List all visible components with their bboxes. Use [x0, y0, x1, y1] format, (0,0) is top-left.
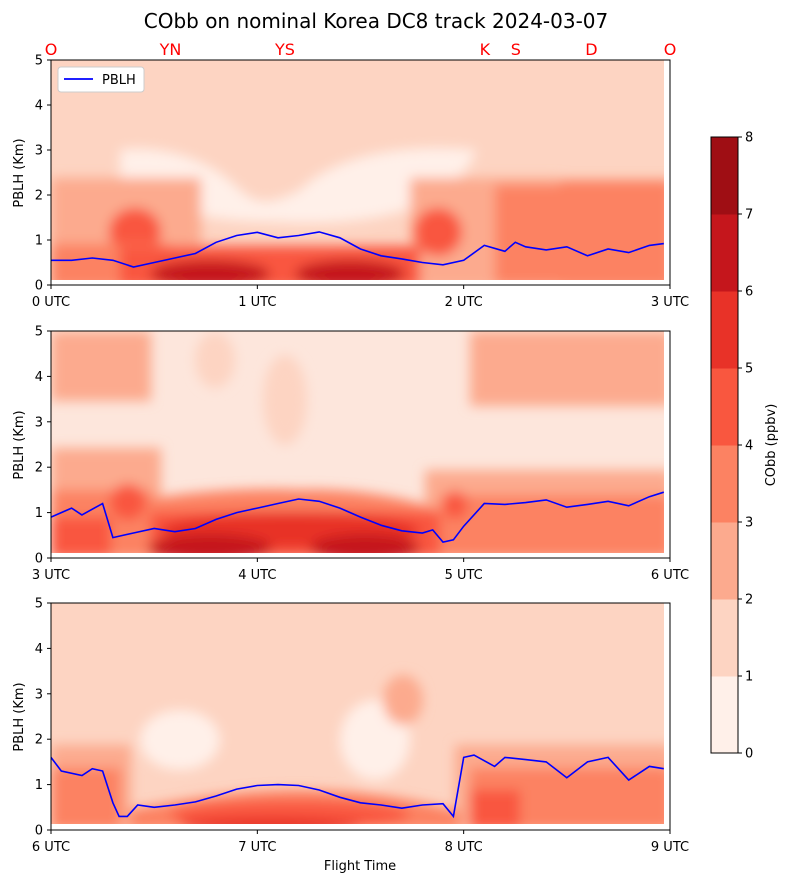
- colorbar-tick-label: 1: [745, 670, 753, 685]
- legend-box: [57, 66, 145, 93]
- y-tick-label: 3: [35, 415, 43, 430]
- panel-3-frame: [50, 602, 671, 831]
- panel-1-legend: PBLH: [57, 66, 145, 93]
- y-tick-label: 1: [35, 506, 43, 521]
- y-tick-label: 2: [35, 733, 43, 748]
- colorbar-tick-label: 4: [745, 439, 753, 454]
- y-tick-label: 5: [35, 597, 43, 612]
- chart-title: CObb on nominal Korea DC8 track 2024-03-…: [144, 9, 609, 33]
- colorbar-swatch: [711, 291, 738, 369]
- colorbar-swatch: [711, 214, 738, 292]
- y-tick-label: 1: [35, 778, 43, 793]
- y-tick-label: 1: [35, 234, 43, 249]
- colorbar-swatch: [711, 445, 738, 523]
- colorbar-swatch: [711, 368, 738, 446]
- colorbar-tick-label: 8: [745, 131, 753, 146]
- x-tick-label: 6 UTC: [32, 840, 70, 855]
- x-tick-label: 8 UTC: [445, 840, 483, 855]
- panel-1-pblh-line: [51, 231, 664, 268]
- y-tick-label: 3: [35, 687, 43, 702]
- colorbar-label: CObb (ppbv): [764, 404, 779, 487]
- site-label: S: [511, 40, 521, 59]
- colorbar-swatch: [711, 137, 738, 215]
- panel-1-axes: 0 1 2 3 4 5 0 UTC 1 UTC 2 UTC 3 UTC: [32, 54, 689, 311]
- x-tick-label: 0 UTC: [32, 295, 70, 310]
- panel-2-axes: 0 1 2 3 4 5 3 UTC 4 UTC 5 UTC 6 UTC: [32, 325, 689, 584]
- panel-2-pblh-line: [51, 491, 665, 543]
- panel-1-bottom-gap: [51, 280, 670, 285]
- colorbar-tick-label: 7: [745, 208, 753, 223]
- y-tick-label: 3: [35, 144, 43, 159]
- colorbar-swatches: [711, 137, 738, 754]
- x-tick-label: 9 UTC: [651, 840, 689, 855]
- colorbar-tick-label: 6: [745, 285, 753, 300]
- y-tick-label: 0: [35, 279, 43, 294]
- legend-pblh-label: PBLH: [102, 73, 136, 88]
- panel-3: 0 1 2 3 4 5 6 UTC 7 UTC 8 UTC 9 UTC PBLH (Km) Fli…: [12, 597, 689, 875]
- colorbar-tick-label: 5: [745, 362, 753, 377]
- y-tick-label: 4: [35, 370, 43, 385]
- panel-3-right-gap: [664, 603, 670, 830]
- panel-2: 0 1 2 3 4 5 3 UTC 4 UTC 5 UTC 6 UTC PBLH (Km): [12, 325, 689, 584]
- panel-2-field: [51, 331, 670, 558]
- colorbar-swatch: [711, 522, 738, 600]
- x-tick-label: 5 UTC: [445, 568, 483, 583]
- panel-2-right-gap: [664, 331, 670, 558]
- panel-3-pblh-line: [51, 754, 664, 819]
- y-tick-label: 5: [35, 325, 43, 340]
- panel-1: 0 1 2 3 4 5 0 UTC 1 UTC 2 UTC 3 UTC PBLH (Km) PBL…: [12, 54, 689, 311]
- colorbar-ticks: 0 1 2 3 4 5 6 7 8: [738, 131, 753, 762]
- x-tick-label: 1 UTC: [238, 295, 276, 310]
- y-tick-label: 0: [35, 824, 43, 839]
- colorbar-swatch: [711, 599, 738, 677]
- y-tick-label: 2: [35, 189, 43, 204]
- colorbar-tick-label: 3: [745, 516, 753, 531]
- site-label: K: [480, 40, 491, 59]
- site-label: O: [664, 40, 677, 59]
- x-tick-label: 2 UTC: [445, 295, 483, 310]
- panel-2-bottom-gap: [51, 553, 670, 558]
- panel-2-contours: [51, 331, 670, 558]
- panel-1-ylabel: PBLH (Km): [12, 138, 27, 207]
- colorbar-tick-label: 0: [745, 747, 753, 762]
- panel-1-frame: [50, 59, 671, 286]
- site-label: YS: [274, 40, 295, 59]
- panel-1-right-gap: [664, 60, 670, 285]
- x-tick-label: 7 UTC: [238, 840, 276, 855]
- y-tick-label: 0: [35, 552, 43, 567]
- site-label: YN: [159, 40, 182, 59]
- panel-1-field: [51, 60, 670, 285]
- site-labels: O YN YS K S D O: [45, 40, 677, 59]
- x-tick-label: 6 UTC: [651, 568, 689, 583]
- y-tick-label: 4: [35, 642, 43, 657]
- site-label: O: [45, 40, 58, 59]
- x-tick-label: 3 UTC: [651, 295, 689, 310]
- x-tick-label: 4 UTC: [238, 568, 276, 583]
- y-tick-label: 5: [35, 54, 43, 69]
- colorbar-tick-label: 2: [745, 593, 753, 608]
- panel-3-field: [51, 603, 670, 830]
- colorbar-swatch: [711, 676, 738, 754]
- panel-2-ylabel: PBLH (Km): [12, 410, 27, 479]
- panel-2-frame: [50, 330, 671, 559]
- x-tick-label: 3 UTC: [32, 568, 70, 583]
- y-tick-label: 2: [35, 461, 43, 476]
- x-axis-label: Flight Time: [324, 859, 396, 874]
- panel-3-axes: 0 1 2 3 4 5 6 UTC 7 UTC 8 UTC 9 UTC: [32, 597, 689, 856]
- y-tick-label: 4: [35, 99, 43, 114]
- panel-3-bottom-gap: [51, 824, 670, 830]
- panel-1-contours: [51, 148, 670, 285]
- panel-3-contours: [51, 675, 670, 830]
- panel-3-ylabel: PBLH (Km): [12, 682, 27, 751]
- site-label: D: [585, 40, 597, 59]
- colorbar: 0 1 2 3 4 5 6 7 8 CObb (ppbv): [710, 131, 779, 762]
